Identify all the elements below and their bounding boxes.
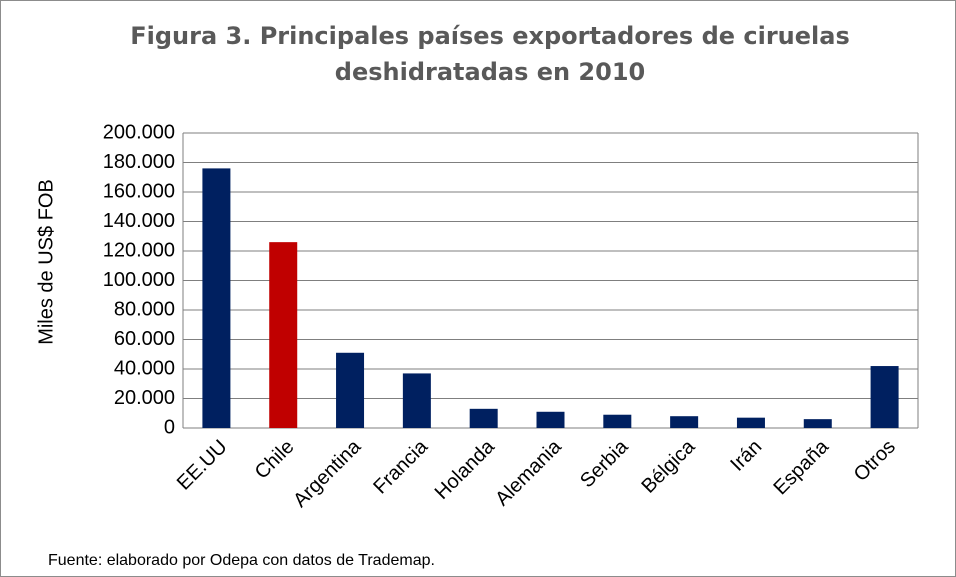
chart-title: Figura 3. Principales países exportadore…: [130, 22, 850, 86]
y-tick-label: 20.000: [114, 387, 175, 409]
x-tick-label: Irán: [726, 436, 766, 476]
bar: [603, 414, 632, 428]
y-tick-label: 40.000: [114, 357, 175, 379]
bar: [402, 373, 431, 428]
y-tick-label: 200.000: [103, 121, 175, 143]
x-tick-label: España: [770, 435, 834, 499]
x-tick-label: Argentina: [289, 435, 366, 512]
y-tick-label: 0: [164, 416, 175, 438]
y-tick-label: 100.000: [103, 269, 175, 291]
bar: [269, 242, 298, 428]
x-tick-label: Holanda: [431, 435, 500, 504]
x-tick-label: Francia: [369, 435, 432, 498]
x-tick-label: Otros: [850, 436, 900, 486]
y-axis-label: Miles de US$ FOB: [35, 179, 57, 345]
y-tick-label: 140.000: [103, 210, 175, 232]
x-tick-label: Alemania: [491, 435, 566, 510]
y-tick-label: 180.000: [103, 151, 175, 173]
bar: [803, 419, 832, 428]
x-tick-label: Chile: [251, 436, 299, 484]
y-tick-label: 120.000: [103, 239, 175, 261]
bar: [469, 408, 498, 428]
y-tick-label: 80.000: [114, 298, 175, 320]
bar: [336, 352, 365, 428]
bar: [670, 416, 699, 428]
source-note: Fuente: elaborado por Odepa con datos de…: [48, 552, 435, 569]
bar: [870, 366, 899, 428]
bar: [536, 411, 565, 428]
y-tick-label: 160.000: [103, 180, 175, 202]
bar: [202, 168, 231, 428]
x-tick-label: Serbia: [576, 435, 633, 492]
x-tick-label: EE.UU: [173, 436, 232, 495]
x-tick-label: Bélgica: [637, 435, 700, 498]
bar: [736, 417, 765, 428]
y-tick-label: 60.000: [114, 328, 175, 350]
